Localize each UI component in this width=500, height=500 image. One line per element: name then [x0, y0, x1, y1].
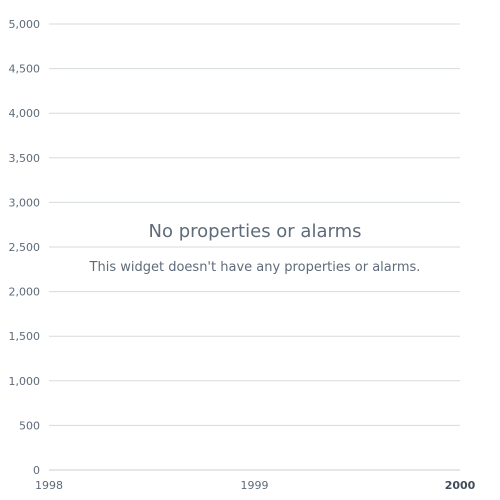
y-tick-label: 3,000: [9, 196, 41, 209]
empty-state-message: This widget doesn't have any properties …: [0, 260, 500, 275]
y-tick-label: 4,000: [9, 107, 41, 120]
y-tick-label: 1,500: [9, 330, 41, 343]
y-tick-label: 2,000: [9, 286, 41, 299]
x-axis: 1998 1999 2000: [35, 479, 476, 492]
x-tick-label: 1998: [35, 479, 63, 492]
x-tick-label: 1999: [241, 479, 269, 492]
y-tick-label: 2,500: [9, 241, 41, 254]
empty-state-title: No properties or alarms: [0, 221, 500, 242]
y-tick-label: 5,000: [9, 18, 41, 31]
y-tick-label: 0: [33, 464, 40, 477]
y-tick-label: 4,500: [9, 63, 41, 76]
y-axis: 0 500 1,000 1,500 2,000 2,500 3,000 3,500 4,000 4…: [9, 18, 41, 477]
x-tick-label: 2000: [445, 479, 476, 492]
y-tick-label: 1,000: [9, 375, 41, 388]
y-tick-label: 3,500: [9, 152, 41, 165]
y-tick-label: 500: [19, 419, 40, 432]
gridlines: [49, 24, 460, 470]
